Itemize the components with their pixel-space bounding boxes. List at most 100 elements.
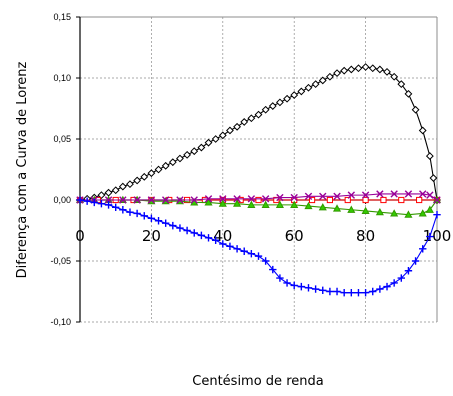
data-point bbox=[261, 105, 270, 114]
x-tick-label: 20 bbox=[142, 227, 161, 245]
series-0 bbox=[76, 63, 441, 204]
data-point bbox=[176, 224, 184, 232]
x-tick-label: 100 bbox=[423, 227, 452, 245]
data-point bbox=[190, 147, 199, 156]
data-point bbox=[376, 190, 384, 198]
data-point bbox=[261, 195, 270, 203]
data-point bbox=[426, 191, 434, 199]
data-point bbox=[290, 281, 298, 290]
data-point bbox=[176, 154, 184, 163]
data-point bbox=[168, 158, 177, 167]
data-point bbox=[297, 282, 306, 291]
data-point bbox=[183, 226, 191, 235]
data-point bbox=[276, 193, 284, 202]
data-point bbox=[147, 214, 156, 222]
data-point bbox=[354, 64, 363, 73]
data-point bbox=[126, 180, 134, 189]
series-4 bbox=[76, 196, 441, 297]
data-point bbox=[425, 205, 434, 213]
data-point bbox=[133, 209, 141, 218]
data-point bbox=[204, 195, 213, 203]
data-point bbox=[169, 221, 177, 230]
data-point bbox=[390, 72, 399, 81]
data-point bbox=[361, 289, 370, 297]
data-point bbox=[404, 210, 413, 218]
data-point bbox=[240, 247, 248, 255]
data-point bbox=[268, 102, 277, 110]
data-point bbox=[233, 195, 241, 203]
data-point bbox=[133, 196, 141, 204]
data-point bbox=[411, 257, 420, 265]
data-point bbox=[380, 196, 387, 204]
data-point bbox=[319, 286, 327, 294]
data-point bbox=[190, 196, 198, 204]
data-point bbox=[211, 236, 220, 244]
x-axis-title: Centésimo de renda bbox=[192, 374, 323, 389]
data-point bbox=[404, 89, 413, 98]
data-point bbox=[375, 207, 384, 216]
data-point bbox=[340, 289, 348, 297]
data-point bbox=[383, 282, 391, 291]
data-point bbox=[240, 118, 249, 126]
data-point bbox=[197, 143, 206, 152]
data-point bbox=[147, 169, 156, 178]
data-point bbox=[383, 67, 391, 76]
data-point bbox=[247, 200, 256, 208]
data-point bbox=[361, 191, 370, 199]
data-point bbox=[283, 279, 291, 287]
data-point bbox=[254, 252, 263, 260]
data-point bbox=[426, 232, 434, 241]
data-point bbox=[261, 200, 270, 208]
data-point bbox=[433, 196, 441, 204]
data-point bbox=[197, 231, 206, 240]
data-point bbox=[204, 234, 213, 242]
data-point bbox=[276, 274, 284, 282]
data-point bbox=[390, 279, 398, 287]
data-point bbox=[297, 87, 306, 96]
data-point bbox=[154, 165, 163, 174]
data-point bbox=[104, 196, 113, 204]
data-point bbox=[398, 196, 405, 204]
data-point bbox=[419, 245, 427, 253]
data-point bbox=[283, 94, 291, 103]
y-tick-labels: -0,10 -0,05 0,00 0,05 0,10 0,15 bbox=[50, 12, 80, 327]
data-point bbox=[304, 284, 313, 292]
data-point bbox=[104, 201, 113, 209]
data-point bbox=[419, 190, 427, 198]
data-point bbox=[111, 186, 120, 195]
data-point bbox=[347, 191, 356, 199]
data-point bbox=[126, 208, 134, 216]
data-point bbox=[290, 200, 299, 208]
data-series bbox=[75, 63, 442, 297]
x-tick-label: 0 bbox=[75, 227, 85, 245]
data-point bbox=[276, 98, 284, 107]
data-point bbox=[269, 265, 277, 274]
data-point bbox=[119, 196, 127, 204]
data-point bbox=[308, 196, 316, 204]
data-point bbox=[354, 289, 363, 297]
data-point bbox=[425, 152, 434, 160]
data-point bbox=[325, 72, 334, 81]
data-point bbox=[290, 91, 299, 99]
data-point bbox=[311, 80, 320, 89]
data-point bbox=[429, 174, 438, 182]
data-point bbox=[418, 209, 427, 217]
data-point bbox=[275, 200, 284, 208]
data-point bbox=[318, 203, 327, 211]
data-point bbox=[347, 205, 356, 213]
data-point bbox=[161, 219, 170, 227]
data-point bbox=[347, 289, 356, 297]
data-point bbox=[154, 217, 163, 225]
series-line bbox=[79, 66, 438, 201]
data-point bbox=[375, 65, 384, 74]
data-point bbox=[140, 172, 149, 181]
data-point bbox=[304, 192, 313, 201]
data-point bbox=[418, 126, 427, 135]
y-tick-label: -0,05 bbox=[50, 256, 71, 266]
data-point bbox=[340, 66, 349, 75]
data-point bbox=[326, 287, 334, 296]
data-point bbox=[318, 76, 327, 85]
data-point bbox=[183, 150, 192, 159]
data-point bbox=[304, 83, 313, 92]
